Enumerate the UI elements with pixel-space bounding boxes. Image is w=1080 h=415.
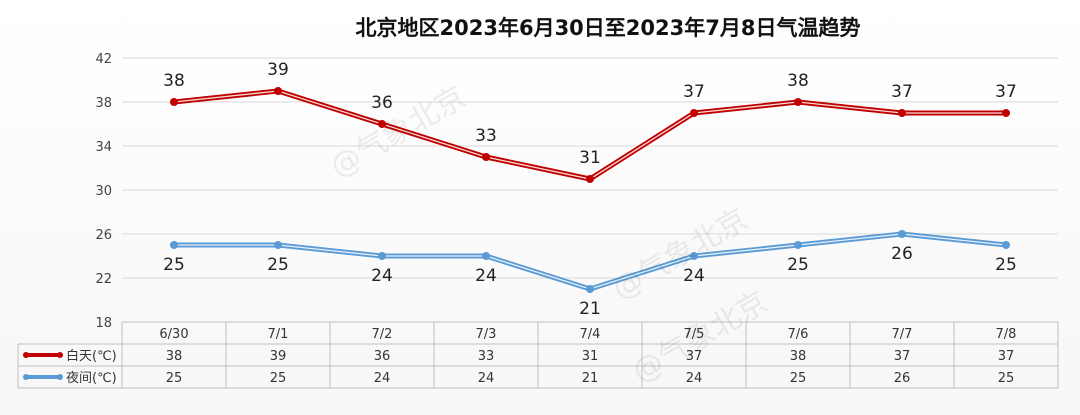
data-label: 24 [475, 266, 497, 286]
category-label: 7/8 [996, 327, 1017, 342]
data-label: 25 [787, 255, 809, 275]
data-label: 37 [683, 82, 705, 102]
category-label: 7/1 [268, 327, 289, 342]
y-tick-label: 26 [95, 228, 112, 243]
data-point [1002, 241, 1010, 249]
data-point [378, 252, 386, 260]
data-label: 38 [787, 71, 809, 91]
data-point [898, 230, 906, 238]
data-point [898, 109, 906, 117]
table-cell-value: 39 [270, 349, 287, 364]
data-point [378, 120, 386, 128]
table-cell-value: 37 [894, 349, 911, 364]
data-point [690, 109, 698, 117]
data-point [794, 98, 802, 106]
data-label: 37 [891, 82, 913, 102]
data-label: 31 [579, 148, 601, 168]
category-label: 7/5 [684, 327, 705, 342]
table-cell-value: 24 [478, 371, 495, 386]
y-tick-label: 34 [95, 140, 112, 155]
data-point [274, 87, 282, 95]
table-cell-value: 26 [894, 371, 911, 386]
table-cell-value: 25 [790, 371, 807, 386]
table-cell-value: 38 [790, 349, 807, 364]
category-label: 6/30 [159, 327, 188, 342]
category-label: 7/2 [372, 327, 393, 342]
table-cell-value: 25 [270, 371, 287, 386]
data-point [482, 153, 490, 161]
data-point [170, 241, 178, 249]
y-tick-label: 22 [95, 272, 112, 287]
data-point [690, 252, 698, 260]
data-label: 21 [579, 299, 601, 319]
series-line [174, 231, 1007, 292]
data-label: 39 [267, 60, 289, 80]
y-tick-label: 42 [95, 52, 112, 67]
table-cell-value: 33 [478, 349, 495, 364]
legend-key-marker [57, 374, 63, 380]
data-label: 37 [995, 82, 1017, 102]
table-cell-value: 38 [166, 349, 183, 364]
category-label: 7/4 [580, 327, 601, 342]
watermark: @气象北京 [325, 80, 472, 185]
table-cell-value: 24 [374, 371, 391, 386]
table-cell-value: 24 [686, 371, 703, 386]
legend-key-marker [23, 374, 29, 380]
data-label: 24 [371, 266, 393, 286]
y-tick-label: 30 [95, 184, 112, 199]
legend-label: 夜间(℃) [66, 371, 117, 386]
data-label: 26 [891, 244, 913, 264]
legend-label: 白天(℃) [66, 348, 117, 364]
data-label: 25 [163, 255, 185, 275]
data-label: 38 [163, 71, 185, 91]
table-cell-value: 37 [686, 349, 703, 364]
data-point [1002, 109, 1010, 117]
category-label: 7/3 [476, 327, 497, 342]
table-cell-value: 25 [166, 371, 183, 386]
series-line-highlight [174, 233, 1007, 290]
data-point [482, 252, 490, 260]
data-label: 36 [371, 93, 393, 113]
table-cell-value: 25 [998, 371, 1015, 386]
data-point [794, 241, 802, 249]
data-point [586, 285, 594, 293]
table-cell-value: 21 [582, 371, 599, 386]
category-label: 7/7 [892, 327, 913, 342]
data-label: 24 [683, 266, 705, 286]
data-label: 25 [267, 255, 289, 275]
data-label: 33 [475, 126, 497, 146]
chart-title: 北京地区2023年6月30日至2023年7月8日气温趋势 [356, 16, 861, 40]
data-point [274, 241, 282, 249]
legend-key [23, 352, 63, 358]
data-point [170, 98, 178, 106]
data-label: 25 [995, 255, 1017, 275]
y-tick-label: 38 [95, 96, 112, 111]
legend-key-marker [57, 352, 63, 358]
category-label: 7/6 [788, 327, 809, 342]
table-cell-value: 31 [582, 349, 599, 364]
y-tick-label: 18 [95, 316, 112, 331]
data-point [586, 175, 594, 183]
legend-key-marker [23, 352, 29, 358]
watermark-group: @气象北京 @气象北京 @气象北京 [325, 80, 774, 390]
table-cell-value: 36 [374, 349, 391, 364]
table-cell-value: 37 [998, 349, 1015, 364]
legend-key [23, 374, 63, 380]
